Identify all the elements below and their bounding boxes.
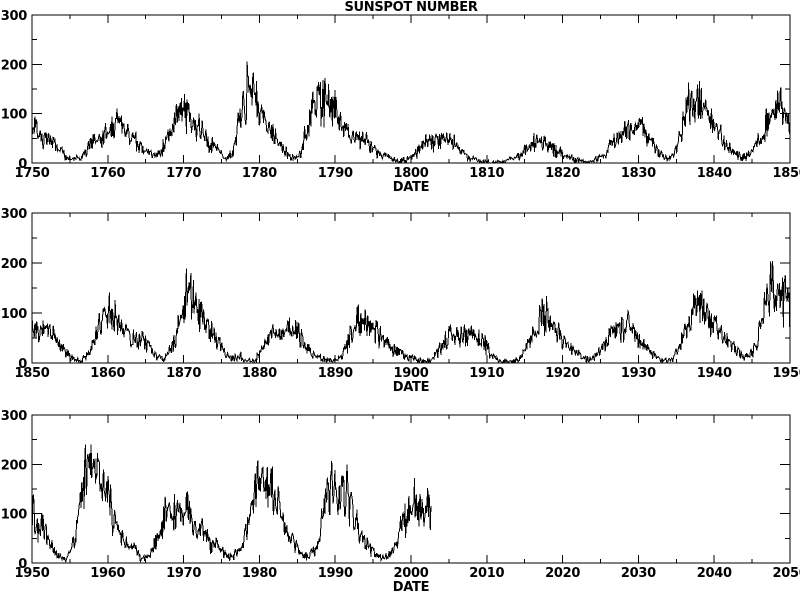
x-tick-label: 2000	[394, 566, 429, 581]
x-tick-label: 1750	[15, 166, 50, 181]
x-tick-label: 1820	[545, 166, 580, 181]
panel-1950-2050: 1950 1960 1970 1980 1990 2000 2010 2020 2030 2040…	[1, 409, 800, 595]
x-tick-label: 1990	[318, 566, 353, 581]
chart-title: SUNSPOT NUMBER	[344, 0, 478, 15]
x-tick-label: 1800	[394, 166, 429, 181]
y-tick-label: 100	[1, 108, 27, 123]
x-tick-label: 1830	[621, 166, 656, 181]
panel-1750-1850: 1750 1760 1770 1780 1790 1800 1810 1820 1830 1840…	[1, 9, 800, 195]
x-tick-label: 1850	[15, 366, 50, 381]
y-tick-label: 100	[1, 307, 27, 322]
panel-frame	[31, 14, 791, 164]
x-axis-label: DATE	[393, 180, 429, 195]
sunspot-data-line	[32, 61, 790, 163]
y-tick-label: 300	[1, 9, 27, 24]
y-tick-label: 200	[1, 58, 27, 73]
x-tick-label: 1970	[166, 566, 201, 581]
x-tick-label: 1810	[469, 166, 504, 181]
sunspot-data-line	[32, 260, 790, 363]
y-tick-label: 0	[18, 157, 27, 172]
x-tick-label: 1920	[545, 366, 580, 381]
y-tick-label: 300	[1, 207, 27, 222]
sunspot-data-line	[32, 444, 432, 563]
x-tick-label: 1860	[90, 366, 125, 381]
y-tick-label: 200	[1, 458, 27, 473]
x-tick-label: 2010	[469, 566, 504, 581]
x-tick-label: 1910	[469, 366, 504, 381]
x-tick-label: 1870	[166, 366, 201, 381]
x-tick-label: 1770	[166, 166, 201, 181]
x-tick-label: 1950	[15, 566, 50, 581]
x-tick-label: 1950	[773, 366, 800, 381]
x-tick-label: 1890	[318, 366, 353, 381]
x-tick-label: 1780	[242, 166, 277, 181]
x-axis-label: DATE	[393, 380, 429, 395]
x-tick-label: 1980	[242, 566, 277, 581]
y-tick-label: 200	[1, 257, 27, 272]
x-tick-label: 1840	[697, 166, 732, 181]
x-tick-label: 1790	[318, 166, 353, 181]
y-tick-label: 100	[1, 508, 27, 523]
panel-frame	[31, 414, 791, 564]
x-axis-label: DATE	[393, 580, 429, 595]
x-tick-label: 1850	[773, 166, 800, 181]
panel-1850-1950: 1850 1860 1870 1880 1890 1900 1910 1920 1930 1940…	[1, 207, 800, 395]
x-tick-label: 1960	[90, 566, 125, 581]
y-tick-label: 0	[18, 357, 27, 372]
x-tick-label: 1760	[90, 166, 125, 181]
x-tick-label: 2030	[621, 566, 656, 581]
x-tick-label: 1900	[394, 366, 429, 381]
y-tick-label: 300	[1, 409, 27, 424]
y-tick-label: 0	[18, 557, 27, 572]
x-tick-label: 1930	[621, 366, 656, 381]
x-tick-label: 1880	[242, 366, 277, 381]
x-tick-label: 2040	[697, 566, 732, 581]
x-tick-label: 1940	[697, 366, 732, 381]
x-tick-label: 2020	[545, 566, 580, 581]
